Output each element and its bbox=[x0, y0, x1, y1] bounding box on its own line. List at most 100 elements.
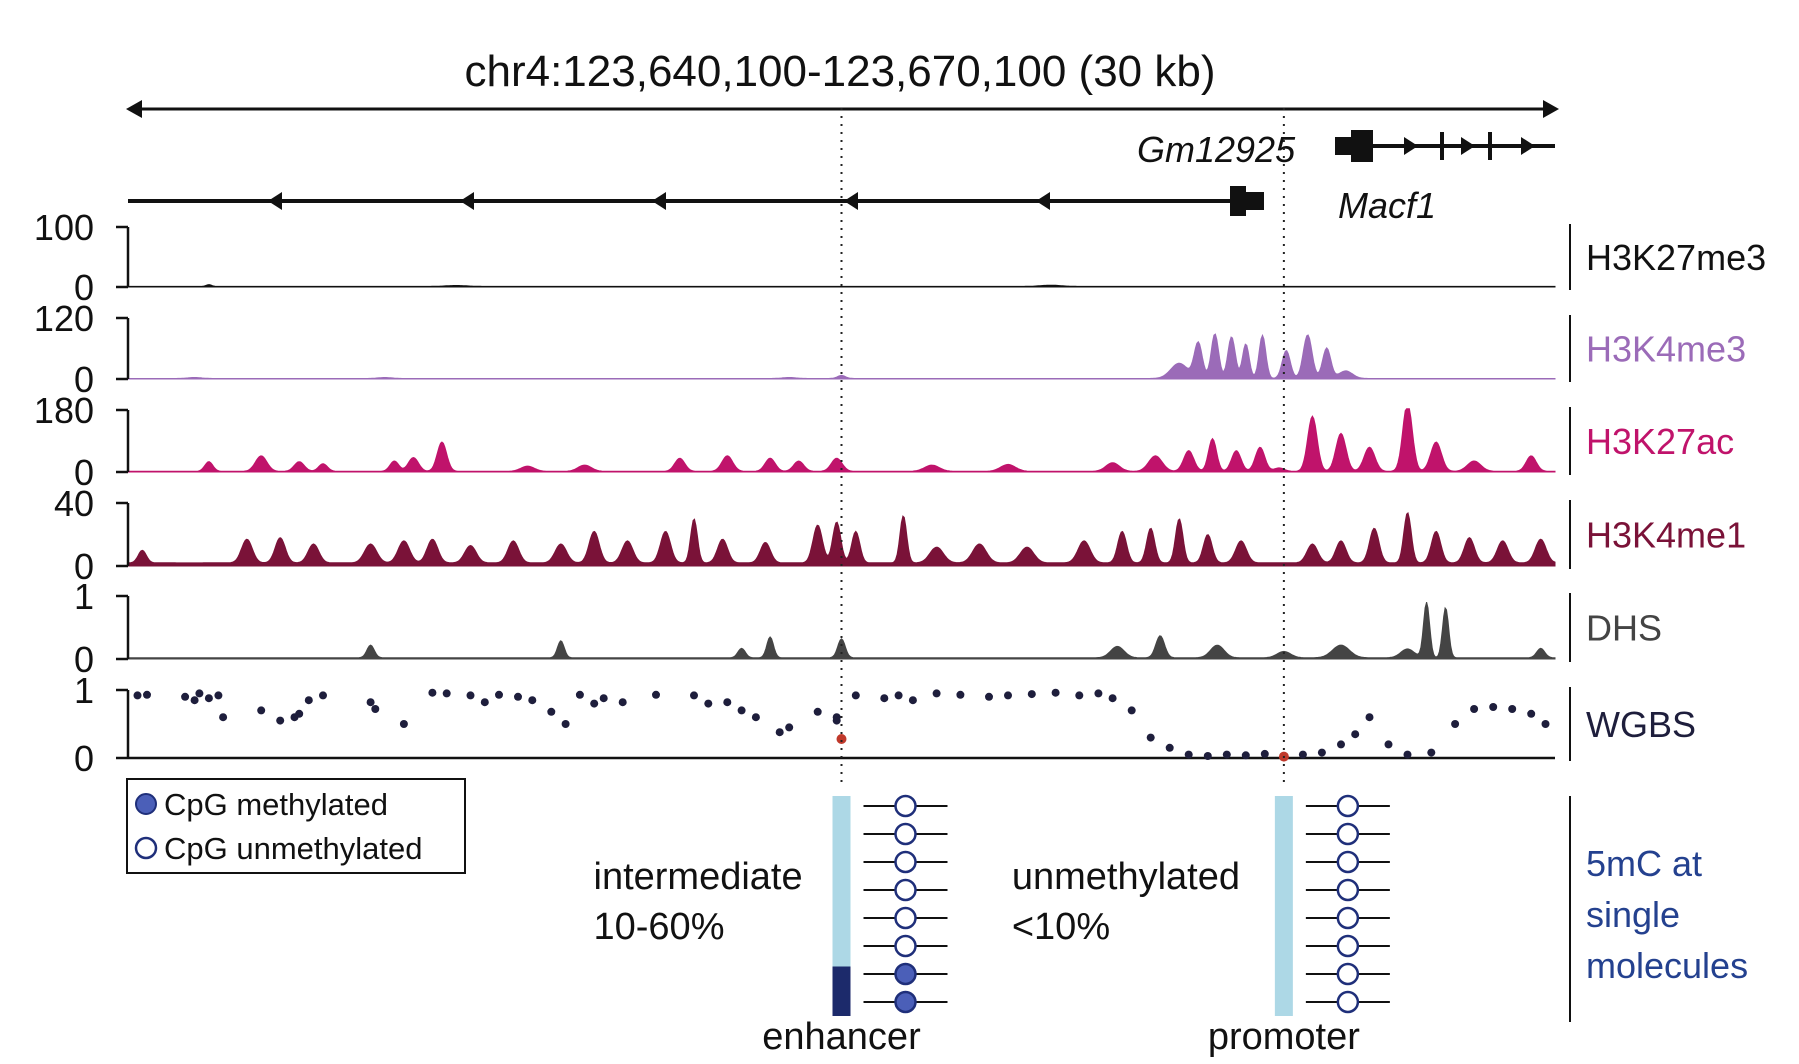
wgbs-point bbox=[1317, 748, 1326, 757]
wgbs-point bbox=[133, 691, 142, 700]
wgbs-point bbox=[1051, 688, 1060, 697]
wgbs-point bbox=[1260, 749, 1269, 758]
legend-unmethylated-label: CpG unmethylated bbox=[164, 831, 422, 866]
wgbs-point bbox=[956, 690, 965, 699]
wgbs-point bbox=[704, 699, 713, 708]
enhancer-state-range: 10-60% bbox=[594, 906, 725, 948]
wgbs-point bbox=[618, 698, 627, 707]
gene-label-gm12925: Gm12925 bbox=[1137, 129, 1296, 170]
wgbs-point bbox=[1384, 740, 1393, 749]
wgbs-point bbox=[1489, 703, 1498, 711]
h3k27me3-ymax-label: 100 bbox=[34, 207, 94, 248]
enhancer-state-label: intermediate bbox=[594, 856, 803, 898]
wgbs-point bbox=[428, 688, 437, 697]
single-molecule-label-line: 5mC at bbox=[1586, 843, 1702, 884]
cpg-legend: CpG methylated CpG unmethylated bbox=[126, 778, 466, 874]
legend-methylated-label: CpG methylated bbox=[164, 787, 388, 822]
gene-models: Gm12925 Macf1 bbox=[128, 129, 1555, 226]
h3k27ac-signal-area bbox=[127, 408, 1556, 473]
wgbs-point bbox=[1298, 750, 1307, 759]
wgbs-point bbox=[775, 728, 784, 737]
track-h3k4me3: 120 0 H3K4me3 bbox=[34, 298, 1746, 400]
cpg-unmethylated-icon bbox=[1336, 878, 1360, 902]
promoter-state-label: unmethylated bbox=[1012, 856, 1240, 898]
wgbs-point bbox=[366, 698, 375, 707]
cpg-unmethylated-icon bbox=[894, 794, 917, 818]
track-dhs: 1 0 DHS bbox=[74, 576, 1662, 680]
wgbs-point bbox=[561, 720, 570, 728]
wgbs-point bbox=[1222, 750, 1231, 759]
wgbs-point bbox=[514, 692, 522, 701]
gene-label-macf1: Macf1 bbox=[1338, 185, 1436, 226]
unmethylated-dot-icon bbox=[134, 836, 158, 860]
cpg-unmethylated-icon bbox=[1336, 934, 1360, 958]
h3k27me3-signal-area bbox=[127, 284, 1556, 288]
cpg-unmethylated-icon bbox=[894, 934, 917, 958]
wgbs-point bbox=[652, 690, 660, 699]
dhs-track-label: DHS bbox=[1586, 608, 1662, 649]
wgbs-point bbox=[1337, 740, 1345, 749]
dhs-ymin-label: 0 bbox=[74, 639, 94, 680]
wgbs-point bbox=[690, 691, 698, 700]
wgbs-point bbox=[832, 716, 841, 725]
h3k27me3-track-label: H3K27me3 bbox=[1586, 237, 1766, 278]
wgbs-point bbox=[190, 696, 199, 705]
wgbs-point bbox=[1203, 752, 1212, 760]
cpg-unmethylated-icon bbox=[894, 850, 917, 874]
wgbs-point bbox=[985, 692, 993, 701]
h3k4me1-ymin-label: 0 bbox=[74, 546, 94, 587]
wgbs-point bbox=[442, 689, 451, 698]
wgbs-point bbox=[1365, 713, 1374, 722]
wgbs-ymin-label: 0 bbox=[74, 738, 94, 779]
wgbs-track-label: WGBS bbox=[1586, 704, 1696, 745]
gene-gm12925-model bbox=[128, 186, 1264, 216]
wgbs-point bbox=[599, 694, 608, 703]
wgbs-point bbox=[480, 698, 489, 707]
wgbs-point bbox=[319, 691, 327, 700]
cpg-unmethylated-icon bbox=[894, 878, 917, 902]
wgbs-point bbox=[495, 690, 503, 699]
wgbs-point bbox=[181, 692, 190, 701]
gene-macf1-model bbox=[1335, 130, 1555, 162]
h3k4me1-signal-area bbox=[127, 511, 1556, 567]
cpg-unmethylated-icon bbox=[894, 906, 917, 930]
wgbs-point bbox=[590, 699, 599, 708]
wgbs-point bbox=[143, 690, 151, 699]
wgbs-point bbox=[219, 713, 228, 722]
wgbs-point bbox=[894, 691, 903, 700]
cpg-unmethylated-icon bbox=[894, 822, 917, 846]
signal-tracks: 1000H3K27me31200H3K4me31800H3K27ac400H3K… bbox=[34, 207, 1766, 680]
wgbs-point bbox=[1075, 691, 1084, 700]
wgbs-point bbox=[304, 696, 313, 705]
wgbs-point bbox=[751, 713, 760, 722]
wgbs-point bbox=[723, 698, 732, 707]
wgbs-point bbox=[1004, 691, 1012, 700]
enhancer-methylated-fraction bbox=[832, 966, 851, 1016]
cpg-methylated-icon bbox=[894, 990, 917, 1014]
wgbs-point bbox=[785, 723, 794, 732]
cpg-unmethylated-icon bbox=[1336, 906, 1360, 930]
wgbs-point bbox=[1094, 689, 1103, 698]
enhancer-methylation-bar bbox=[832, 796, 851, 1016]
methylated-dot-icon bbox=[135, 793, 157, 815]
site-promoter: unmethylated <10% promoter bbox=[1012, 794, 1390, 1058]
wgbs-point bbox=[547, 707, 556, 716]
wgbs-point bbox=[1541, 720, 1550, 728]
h3k4me3-ymin-label: 0 bbox=[74, 359, 94, 400]
wgbs-point bbox=[1403, 750, 1412, 759]
wgbs-point bbox=[880, 694, 889, 703]
h3k4me3-track-label: H3K4me3 bbox=[1586, 329, 1746, 370]
h3k4me1-ymax-label: 40 bbox=[54, 483, 94, 524]
promoter-state-range: <10% bbox=[1012, 906, 1110, 948]
site-enhancer: intermediate 10-60% enhancer bbox=[594, 794, 948, 1058]
wgbs-point bbox=[204, 694, 213, 703]
track-h3k27me3: 100 0 H3K27me3 bbox=[34, 207, 1766, 308]
h3k27ac-ymax-label: 180 bbox=[34, 390, 94, 431]
cpg-unmethylated-icon bbox=[1336, 822, 1360, 846]
dhs-signal-area bbox=[127, 601, 1556, 660]
wgbs-track: 1 0 WGBS bbox=[74, 670, 1696, 779]
cpg-methylated-icon bbox=[894, 962, 917, 986]
wgbs-point bbox=[1146, 733, 1155, 742]
wgbs-point bbox=[1108, 694, 1117, 703]
wgbs-point bbox=[1527, 709, 1536, 718]
